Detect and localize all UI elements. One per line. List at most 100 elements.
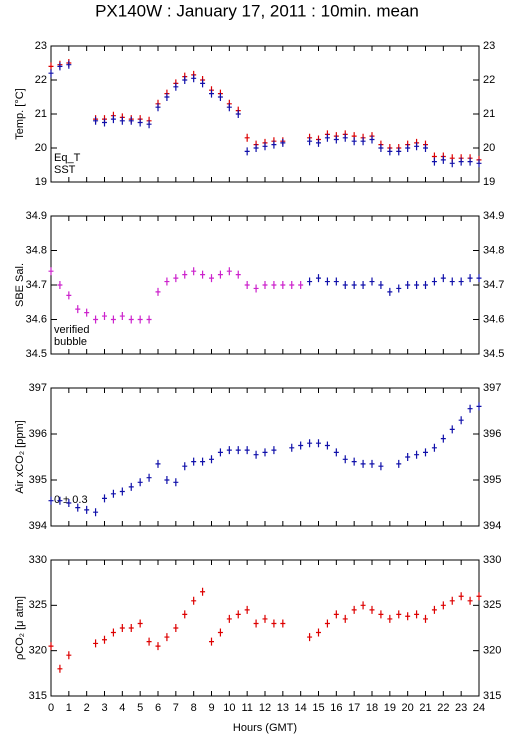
y-tick-label: 20 <box>483 142 495 154</box>
data-point <box>182 610 188 619</box>
y-axis-label: ρCO₂ [μ atm] <box>14 596 26 660</box>
y-tick-label: 22 <box>35 74 47 86</box>
data-point <box>324 441 330 450</box>
data-point <box>200 587 206 596</box>
data-point <box>226 614 232 623</box>
data-point <box>396 147 402 156</box>
data-point <box>342 281 348 289</box>
data-point <box>155 459 161 468</box>
data-point <box>316 138 321 147</box>
data-point <box>324 277 330 286</box>
data-point <box>449 596 455 605</box>
data-point <box>360 459 366 468</box>
data-point <box>289 443 295 452</box>
data-point <box>423 281 428 289</box>
data-point <box>75 503 81 512</box>
data-point <box>387 147 393 156</box>
x-tick-label: 21 <box>419 702 431 714</box>
y-tick-label: 325 <box>483 599 501 611</box>
x-axis-label: Hours (GMT) <box>233 722 297 734</box>
data-point <box>217 448 223 457</box>
data-point <box>173 478 179 487</box>
data-point <box>119 624 125 632</box>
data-point <box>369 605 375 614</box>
data-point <box>262 142 268 151</box>
data-point <box>102 118 107 127</box>
data-point <box>351 281 357 289</box>
y-tick-label: 34.9 <box>483 210 504 222</box>
data-point <box>84 308 90 317</box>
x-tick-label: 20 <box>402 702 414 714</box>
data-point <box>253 619 259 628</box>
data-point <box>423 614 428 623</box>
data-point <box>378 144 384 152</box>
data-point <box>137 315 143 324</box>
data-point <box>244 446 250 455</box>
y-tick-label: 22 <box>483 74 495 86</box>
data-point <box>164 93 170 101</box>
y-tick-label: 320 <box>483 645 501 657</box>
x-tick-label: 13 <box>277 702 289 714</box>
data-point <box>342 455 348 464</box>
data-point <box>209 89 214 98</box>
y-tick-label: 19 <box>35 176 47 188</box>
x-tick-label: 7 <box>173 702 179 714</box>
x-tick-label: 8 <box>191 702 197 714</box>
data-point <box>476 402 482 411</box>
data-point <box>467 157 473 166</box>
x-tick-label: 0 <box>48 702 54 714</box>
data-point <box>262 448 268 457</box>
data-point <box>128 482 134 491</box>
y-tick-label: 330 <box>29 554 47 566</box>
data-point <box>351 137 357 146</box>
data-point <box>48 69 54 78</box>
data-point <box>66 60 72 69</box>
x-tick-label: 12 <box>259 702 271 714</box>
data-point <box>173 82 179 91</box>
plot-frame <box>50 387 480 527</box>
data-point <box>146 120 152 129</box>
data-point <box>360 601 366 610</box>
data-point <box>182 270 188 279</box>
y-axis-label: SBE Sal. <box>14 263 26 307</box>
x-tick-label: 17 <box>348 702 360 714</box>
x-tick-label: 19 <box>384 702 396 714</box>
data-point <box>440 434 446 443</box>
plot-frame <box>50 559 480 697</box>
y-tick-label: 397 <box>483 382 501 394</box>
data-point <box>164 277 170 286</box>
data-point <box>93 116 99 125</box>
data-point <box>369 459 375 468</box>
data-point <box>66 291 72 300</box>
data-point <box>467 596 473 605</box>
data-point <box>414 610 420 619</box>
data-point <box>280 281 286 289</box>
data-point <box>431 157 437 166</box>
data-point <box>307 137 313 146</box>
data-point <box>217 628 223 637</box>
data-point <box>110 489 116 498</box>
data-point <box>173 274 179 283</box>
x-tick-label: 2 <box>84 702 90 714</box>
data-point <box>333 610 339 619</box>
y-tick-label: 34.8 <box>483 244 504 256</box>
data-point <box>57 496 63 505</box>
y-axis-label: Air xCO₂ [ppm] <box>14 420 26 493</box>
annotation: 0 ± 0.3 <box>54 494 88 506</box>
data-point <box>57 281 63 289</box>
data-point <box>119 487 125 496</box>
data-point <box>280 138 286 147</box>
data-point <box>316 628 321 637</box>
data-point <box>423 144 428 152</box>
data-point <box>155 642 161 651</box>
x-tick-label: 4 <box>119 702 125 714</box>
data-point <box>360 281 366 289</box>
data-point <box>298 281 304 289</box>
data-point <box>253 450 259 459</box>
data-point <box>66 651 72 660</box>
data-point <box>217 270 223 279</box>
y-tick-label: 315 <box>483 690 501 702</box>
data-point <box>431 605 437 614</box>
data-point <box>458 416 464 425</box>
data-point <box>191 267 197 276</box>
